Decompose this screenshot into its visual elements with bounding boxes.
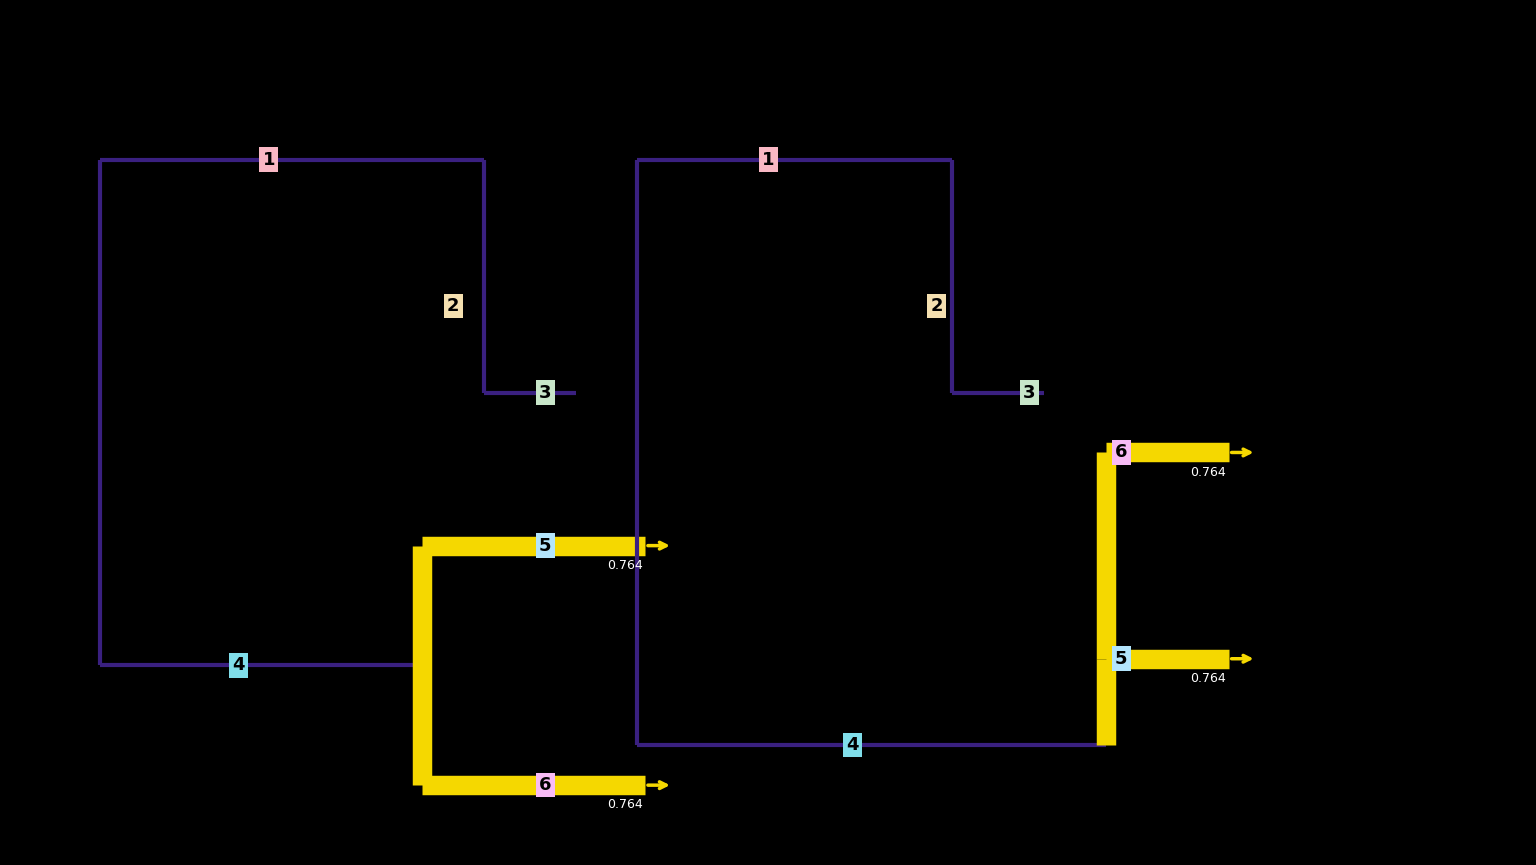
Text: 2: 2 xyxy=(447,297,459,315)
Text: 0.764: 0.764 xyxy=(1190,465,1226,478)
Text: 0.764: 0.764 xyxy=(607,559,642,572)
Text: 0.764: 0.764 xyxy=(607,798,642,811)
Text: 5: 5 xyxy=(1115,650,1127,668)
Text: 3: 3 xyxy=(539,383,551,401)
Text: 1: 1 xyxy=(762,151,774,169)
Text: 1: 1 xyxy=(263,151,275,169)
Text: 2: 2 xyxy=(931,297,943,315)
Text: 6: 6 xyxy=(539,776,551,794)
Text: 4: 4 xyxy=(846,736,859,754)
Text: 5: 5 xyxy=(539,536,551,554)
Text: 3: 3 xyxy=(1023,383,1035,401)
Text: 0.764: 0.764 xyxy=(1190,672,1226,685)
Text: 4: 4 xyxy=(232,657,244,675)
Text: 6: 6 xyxy=(1115,444,1127,461)
